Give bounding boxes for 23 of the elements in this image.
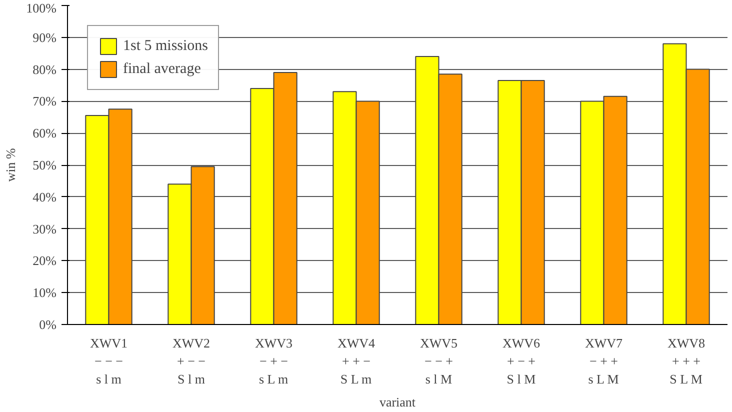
- y-axis-title: win %: [3, 148, 18, 182]
- y-tick-label: 100%: [26, 0, 57, 16]
- x-tick-label: XWV5 − − + s l M: [420, 336, 458, 386]
- y-tick-label: 60%: [32, 126, 57, 141]
- x-tick-label: XWV2 + − − S l m: [172, 336, 210, 386]
- legend-label: 1st 5 missions: [123, 38, 208, 54]
- y-tick-label: 80%: [32, 62, 57, 77]
- y-tick-label: 70%: [32, 94, 57, 109]
- x-tick-label: XWV4 + + − S L m: [337, 336, 376, 386]
- x-tick-label: XWV7 − + + s L M: [584, 336, 624, 386]
- x-tick-label: XWV1 − − − s l m: [90, 336, 128, 386]
- x-tick-label: XWV6 + − + S l M: [502, 336, 541, 386]
- y-tick-label: 90%: [32, 30, 57, 45]
- y-tick-label: 40%: [32, 189, 57, 204]
- x-tick-label: XWV8 + + + S L M: [667, 336, 706, 386]
- x-axis-title: variant: [379, 394, 416, 410]
- y-tick-label: 20%: [32, 253, 57, 268]
- x-tick-label: XWV3 − + − s L m: [254, 336, 293, 386]
- y-tick-label: 0%: [39, 317, 57, 332]
- y-tick-label: 50%: [32, 158, 57, 172]
- y-tick-label: 10%: [32, 285, 57, 300]
- legend-label: final average: [123, 60, 201, 78]
- y-tick-label: 30%: [32, 221, 57, 236]
